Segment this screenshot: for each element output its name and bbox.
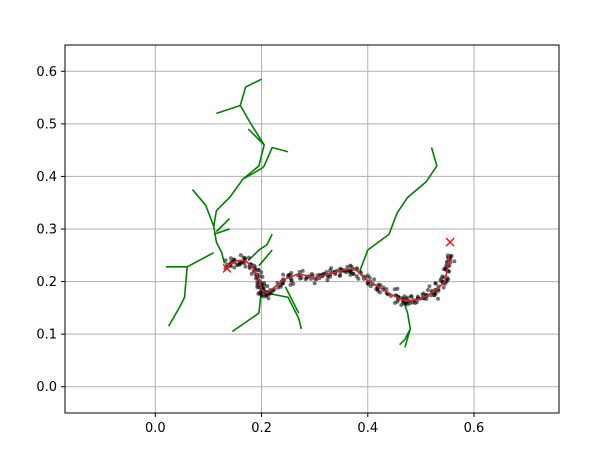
branch-line-12 [266,292,303,330]
endpoint-markers [222,237,455,273]
branch-line-14 [359,147,438,272]
x-axis-ticks: 0.0 0.2 0.4 0.6 [145,413,484,436]
data-point [399,303,404,308]
data-point [262,280,267,285]
data-point [448,260,453,265]
data-point [425,287,430,292]
data-point [372,277,377,282]
principal-path-line [226,255,450,302]
data-point [259,270,264,275]
branch-line-8 [167,266,188,327]
x-marker-stroke [445,237,455,247]
x-tick-label: 0.6 [464,421,485,436]
grid [65,45,559,413]
data-point [433,281,438,286]
principal-path [226,255,450,302]
x-tick-label: 0.2 [251,421,272,436]
data-point [356,276,361,281]
branch-line-6 [213,228,230,236]
x-marker-stroke [222,263,232,273]
branch-line-4 [191,189,215,227]
data-point [228,256,233,261]
y-tick-label: 0.0 [36,380,57,395]
y-tick-label: 0.4 [36,170,57,185]
x-tick-label: 0.4 [357,421,378,436]
data-point [409,294,414,299]
y-tick-label: 0.2 [36,275,57,290]
data-point [348,272,353,277]
data-point [232,265,237,270]
data-point [280,281,285,286]
data-point [239,260,244,265]
data-point [297,269,302,274]
data-point [312,281,317,286]
data-point [338,273,343,278]
branch-line-13 [284,286,300,314]
data-point [348,263,353,268]
branch-line-9 [247,233,273,262]
data-point [432,293,437,298]
data-point [238,253,243,258]
data-point [288,282,293,287]
data-point [441,267,446,272]
branch-line-2 [216,104,241,115]
data-point [255,285,260,290]
x-tick-label: 0.0 [145,421,166,436]
x-marker-0 [222,263,232,273]
data-point [252,263,257,268]
data-point [414,300,419,305]
data-point [376,288,381,293]
branch-line-1 [239,78,266,180]
data-point [303,277,308,282]
data-point [405,295,410,300]
y-tick-label: 0.1 [36,328,57,343]
x-marker-1 [445,237,455,247]
branch-line-5 [215,217,231,233]
y-tick-label: 0.3 [36,223,57,238]
data-point [435,296,440,301]
data-point [392,287,397,292]
data-point [325,278,330,283]
data-point [243,264,248,269]
data-point [266,296,271,301]
data-point [449,253,454,258]
data-point [281,272,286,277]
branch-line-16 [404,328,412,348]
branch-lines [165,78,438,348]
data-point [421,291,426,296]
data-point [256,267,261,272]
data-point [452,259,457,264]
data-point [365,281,370,286]
data-point [223,258,228,263]
branch-line-3 [247,128,265,146]
y-axis-ticks: 0.0 0.1 0.2 0.3 0.4 0.5 0.6 [36,65,65,395]
data-point [298,276,303,281]
branch-line-10 [258,249,273,267]
data-point [289,277,294,282]
data-point [246,255,251,260]
data-point [258,290,263,295]
data-point [427,284,432,289]
y-tick-label: 0.6 [36,65,57,80]
y-tick-label: 0.5 [36,117,57,132]
data-point [278,284,283,289]
data-point [260,274,265,279]
data-point [329,266,334,271]
data-point [441,285,446,290]
branch-line-0 [212,146,289,264]
data-point [255,281,260,286]
